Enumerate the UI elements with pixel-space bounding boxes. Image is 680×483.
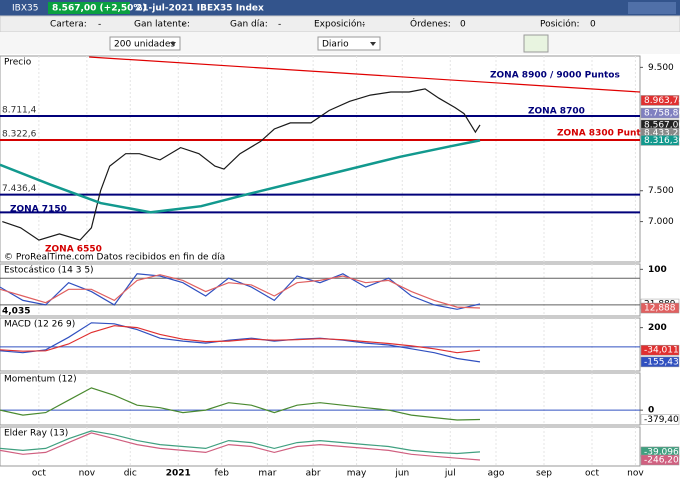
field-value: - [98, 20, 101, 30]
quantity: 200 unidades [114, 40, 175, 50]
y-tick-label: 7.000 [648, 217, 674, 227]
price-tag-label: 8.316,30 [644, 136, 680, 146]
level-label: 7.436,4 [2, 184, 37, 194]
price-tag-label: -155,43 [644, 357, 679, 367]
annotation: ZONA 7150 [10, 205, 67, 215]
series-line [0, 430, 481, 455]
x-tick-label: abr [306, 469, 321, 479]
panel-title: Momentum (12) [4, 375, 77, 385]
price-tag [640, 356, 680, 368]
price-tag [640, 414, 680, 425]
price-tag-label: 8.758,86 [644, 109, 680, 119]
indicator-button[interactable] [523, 34, 549, 53]
field-value: 0 [590, 20, 596, 30]
x-tick-label: may [347, 469, 367, 479]
field-value: - [362, 20, 365, 30]
field-label: Gan latente: [134, 20, 190, 30]
price-tag [640, 344, 680, 356]
series-line [0, 387, 481, 421]
x-tick-label: dic [124, 469, 137, 479]
quote: 8.567,00 (+2,50%) [52, 4, 147, 14]
panel [0, 372, 641, 426]
panel [0, 263, 641, 317]
price-tag-label: 8.963,74 [644, 96, 680, 106]
quantity-select[interactable] [109, 36, 181, 51]
price-tag [640, 302, 680, 314]
annotation: ZONA 8700 [528, 107, 585, 117]
series-line [0, 274, 481, 309]
x-tick-label: nov [79, 469, 96, 479]
field-value: - [182, 20, 185, 30]
field-label: Órdenes: [410, 18, 451, 30]
x-tick-label: mar [258, 469, 276, 479]
panel [0, 317, 641, 372]
y-tick-label: 9.500 [648, 63, 674, 73]
field-label: Gan día: [230, 20, 268, 30]
price-tag-label: 8.567,00 [644, 120, 680, 130]
price-tag [640, 107, 680, 119]
annotation: 4,035 [2, 307, 30, 317]
level-label: 8.711,4 [2, 106, 37, 116]
period: Diario [322, 40, 349, 50]
x-tick-label: oct [32, 469, 46, 479]
x-tick-label: ago [488, 469, 505, 479]
series-line [0, 322, 481, 363]
annotation: ZONA 8900 / 9000 Puntos [490, 71, 620, 81]
series-line [0, 139, 481, 214]
x-tick-label: feb [215, 469, 230, 479]
series-line [0, 273, 481, 310]
x-tick-label: 2021 [166, 469, 191, 479]
price-tag-label: -34,011 [644, 346, 679, 356]
y-tick-label: 200 [648, 323, 667, 333]
x-tick-label: jul [444, 469, 456, 479]
series-line [0, 432, 481, 461]
x-tick-label: sep [536, 469, 552, 479]
x-tick-label: oct [585, 469, 599, 479]
price-tag [640, 454, 680, 466]
panel [0, 426, 641, 467]
panel [0, 55, 641, 263]
price-tag [640, 135, 680, 146]
title-bar [0, 0, 680, 16]
panel-title: Elder Ray (13) [4, 429, 68, 439]
price-tag-label: -246,20 [644, 456, 679, 466]
annotation: ZONA 8300 Puntos [557, 129, 652, 139]
field-value: 0 [460, 20, 466, 30]
x-tick-label: jun [394, 469, 409, 479]
window-controls[interactable] [628, 2, 676, 14]
symbol: IBX35 [12, 4, 38, 14]
window-title: 21-jul-2021 IBEX35 Index [136, 4, 264, 14]
field-label: Cartera: [50, 20, 87, 30]
level-label: 8.322,6 [2, 129, 37, 139]
panel-title: MACD (12 26 9) [4, 320, 75, 330]
field-label: Exposición: [314, 19, 365, 30]
y-tick-label: 7.500 [648, 186, 674, 196]
panel-title: Precio [4, 58, 32, 68]
series-line [89, 56, 641, 93]
y-tick-label: 0 [648, 406, 654, 416]
price-tag-label: -379,40 [644, 415, 679, 425]
price-tag [640, 95, 680, 106]
x-tick-label: nov [627, 469, 644, 479]
price-tag-label: 12,888 [644, 304, 676, 314]
copyright: © ProRealTime.com Datos recibidos en fin… [4, 253, 225, 263]
series-line [2, 88, 481, 241]
dropdown-arrow [370, 42, 376, 46]
price-tag-label: -39,096 [644, 447, 679, 457]
field-value: - [278, 20, 281, 30]
annotation: ZONA 6550 [45, 245, 102, 255]
price-tag-label: 8.433,22 [644, 129, 680, 139]
field-label: Posición: [540, 19, 580, 30]
dropdown-arrow [170, 42, 176, 46]
panel-title: Estocástico (14 3 5) [4, 266, 94, 276]
series-line [0, 325, 481, 354]
period-select[interactable] [317, 36, 381, 51]
quote-box [48, 2, 130, 14]
y-tick-label: 100 [648, 265, 667, 275]
